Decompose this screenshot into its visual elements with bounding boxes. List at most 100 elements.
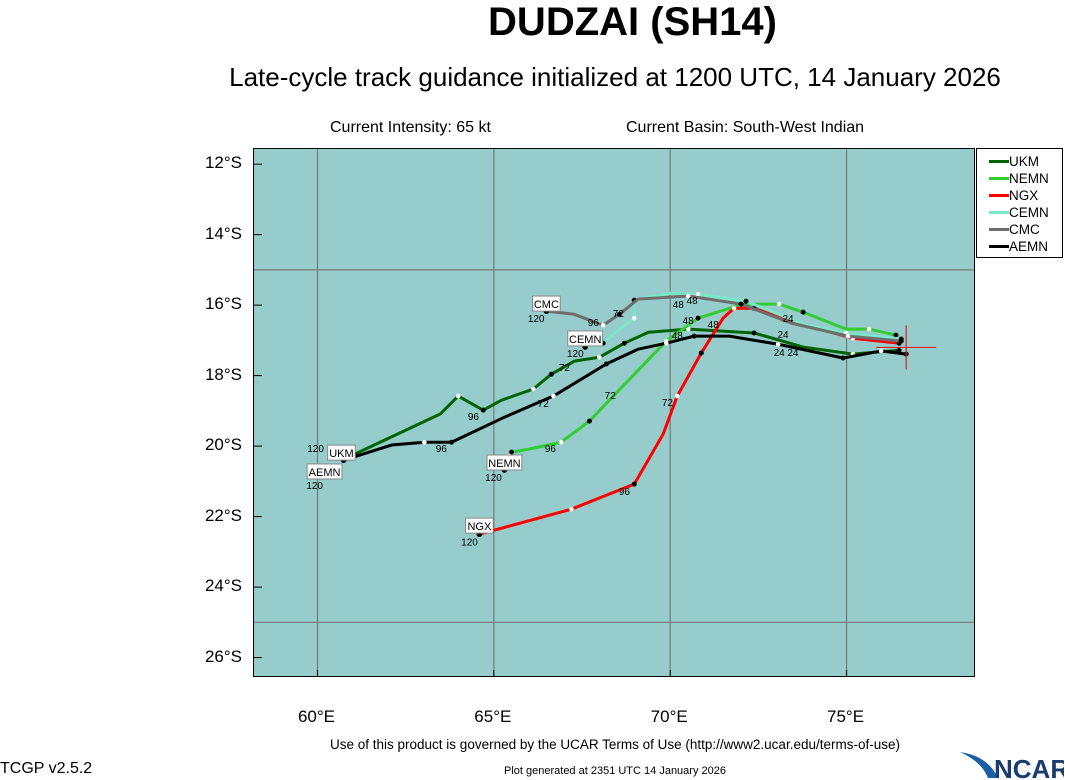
- svg-text:NCAR: NCAR: [994, 754, 1064, 780]
- forecast-hour-label-group: 48: [673, 300, 685, 311]
- y-tick-label: 12°S: [204, 153, 242, 173]
- x-tick-label: 75°E: [827, 707, 865, 726]
- track-point-24h: [800, 309, 806, 315]
- model-label: CEMN: [569, 334, 601, 346]
- forecast-hour-label: 24: [774, 348, 786, 359]
- forecast-hour-label: 48: [683, 316, 695, 327]
- track-point-24h: [751, 330, 757, 336]
- track-point-24h: [898, 338, 904, 344]
- track-cemn: [584, 291, 902, 349]
- track-point-12h: [731, 305, 737, 311]
- y-tick-label: 20°S: [204, 435, 242, 455]
- forecast-hour-label-group: 72: [662, 398, 674, 409]
- x-tick-label: 60°E: [297, 707, 335, 726]
- forecast-hour-label-group: 48: [687, 296, 699, 307]
- forecast-hour-label-group: 120: [528, 314, 545, 325]
- y-tick-label: 16°S: [204, 294, 242, 314]
- track-point-12h: [558, 439, 564, 445]
- forecast-hour-label-group: 96: [436, 444, 448, 455]
- legend-item-nemn: NEMN: [989, 170, 1062, 187]
- model-label: UKM: [329, 448, 353, 460]
- generated-time: Plot generated at 2351 UTC 14 January 20…: [504, 765, 726, 777]
- track-point-24h: [893, 332, 899, 338]
- track-point-12h: [455, 393, 461, 399]
- model-label: AEMN: [309, 467, 341, 479]
- y-tick-label: 14°S: [204, 223, 242, 243]
- legend-swatch: [989, 160, 1009, 163]
- forecast-hour-label: 96: [436, 444, 448, 455]
- model-label-cmc: CMC: [532, 295, 561, 312]
- forecast-hour-label-group: 96: [619, 487, 631, 498]
- track-point-24h: [548, 371, 554, 377]
- legend-label: NGX: [1009, 188, 1039, 203]
- model-label-box: [465, 517, 494, 534]
- forecast-hour-label: 48: [672, 331, 684, 342]
- current-basin: Current Basin: South-West Indian: [626, 119, 865, 136]
- forecast-hour-label: 96: [588, 318, 600, 329]
- terms-of-use: Use of this product is governed by the U…: [330, 737, 900, 752]
- legend-swatch: [989, 228, 1009, 231]
- y-tick-label: 22°S: [204, 505, 242, 525]
- model-label: NEMN: [488, 458, 520, 470]
- forecast-hour-label: 72: [613, 309, 625, 320]
- track-cmc: [546, 294, 902, 343]
- track-ukm: [343, 327, 900, 460]
- track-point-24h: [698, 350, 704, 356]
- x-tick-label: 65°E: [474, 707, 512, 726]
- forecast-hour-label-group: 48: [672, 331, 684, 342]
- legend-swatch: [989, 211, 1009, 214]
- forecast-hour-label-group: 72: [538, 399, 550, 410]
- forecast-hour-label: 24: [782, 314, 794, 325]
- forecast-hour-label: 120: [567, 349, 584, 360]
- forecast-hour-label: 96: [619, 487, 631, 498]
- track-point-12h: [695, 291, 701, 297]
- model-label: CMC: [534, 299, 559, 311]
- forecast-hour-label-group: 72: [613, 309, 625, 320]
- forecast-hour-label-group: 120: [567, 349, 584, 360]
- legend-item-ngx: NGX: [989, 187, 1062, 204]
- forecast-hour-label-group: 72: [605, 391, 617, 402]
- legend-label: CEMN: [1009, 205, 1049, 220]
- model-label-ngx: NGX: [465, 517, 494, 534]
- map-background: [254, 149, 974, 676]
- legend-swatch: [989, 194, 1009, 197]
- forecast-hour-label: 96: [468, 412, 480, 423]
- model-label-box: [567, 330, 604, 347]
- forecast-hour-label: 120: [528, 314, 545, 325]
- y-tick-label: 18°S: [204, 364, 242, 384]
- forecast-hour-label-group: 24: [778, 330, 790, 341]
- model-label-box: [306, 463, 343, 480]
- model-label: NGX: [467, 521, 492, 533]
- forecast-hour-label: 72: [662, 398, 674, 409]
- forecast-hour-label-group: 72: [559, 363, 571, 374]
- track-point-24h: [840, 355, 846, 361]
- forecast-hour-label-group: 24: [774, 348, 786, 359]
- forecast-hour-label-group: 96: [468, 412, 480, 423]
- label-layer: UKM NEMN NGX CEMN CMC AEMN 120 96 72 48 24 120 96 72 2…: [306, 295, 799, 548]
- track-point-24h: [616, 311, 622, 317]
- model-label-box: [327, 444, 356, 461]
- model-label-ukm: UKM: [327, 444, 356, 461]
- track-point-12h: [597, 354, 602, 360]
- legend-label: UKM: [1009, 154, 1039, 169]
- track-point-12h: [600, 322, 606, 328]
- forecast-hour-label-group: 24: [787, 348, 799, 359]
- track-point-12h: [551, 393, 556, 399]
- forecast-hour-label: 96: [545, 444, 557, 455]
- track-point-12h: [569, 506, 574, 512]
- forecast-hour-label: 72: [605, 391, 617, 402]
- chart-subtitle: Late-cycle track guidance initialized at…: [229, 62, 1001, 92]
- y-tick-label: 24°S: [204, 576, 242, 596]
- chart-title: DUDZAI (SH14): [488, 0, 777, 44]
- legend-label: NEMN: [1009, 171, 1049, 186]
- forecast-hour-label-group: 48: [708, 320, 720, 331]
- forecast-hour-label: 48: [708, 320, 720, 331]
- track-point-24h: [480, 407, 486, 413]
- forecast-hour-label: 72: [538, 399, 550, 410]
- forecast-hour-label-group: 96: [545, 444, 557, 455]
- forecast-hour-label: 120: [307, 444, 324, 455]
- x-tick-label: 70°E: [650, 707, 688, 726]
- y-tick-label: 26°S: [204, 646, 242, 666]
- forecast-hour-label-group: 120: [485, 473, 502, 484]
- forecast-hour-label-group: 120: [461, 537, 478, 548]
